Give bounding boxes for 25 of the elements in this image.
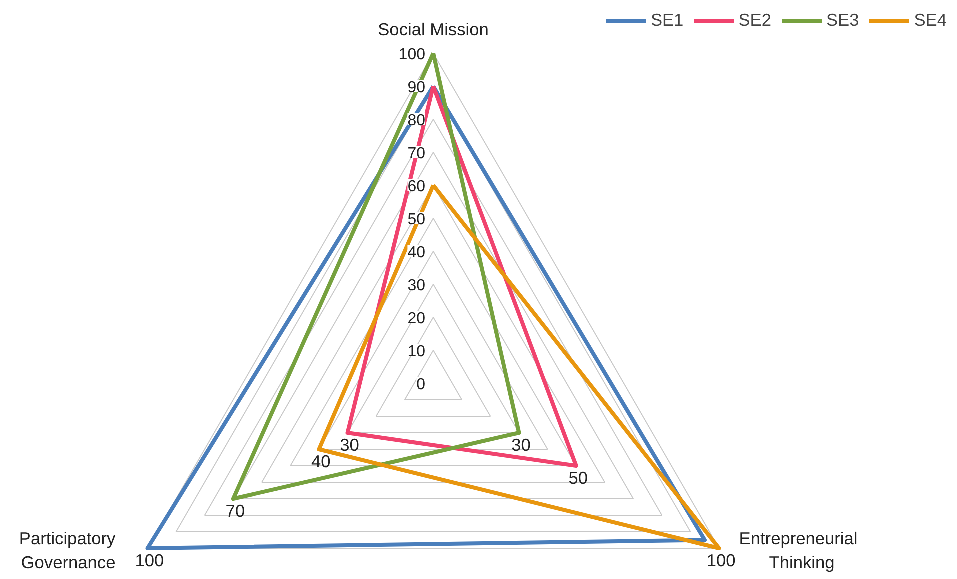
y-tick-label: 90 (408, 80, 426, 96)
legend-label: SE1 (650, 10, 684, 31)
y-tick-label: 60 (408, 178, 426, 196)
legend-label: SE2 (738, 10, 772, 31)
spoke-label: Entrepreneurial Thinking (739, 528, 858, 572)
data-label: 100 (706, 550, 736, 570)
y-tick-label: 80 (408, 112, 426, 130)
data-label: 100 (135, 550, 164, 570)
y-tick-label: 30 (408, 278, 426, 294)
data-label: 40 (312, 452, 331, 472)
data-label: 50 (568, 468, 588, 488)
y-tick-label: 20 (408, 310, 426, 328)
y-tick-label: 10 (408, 344, 426, 360)
data-label: 70 (226, 501, 246, 521)
spoke-label: Social Mission (378, 20, 489, 40)
y-tick-label: 0 (416, 376, 426, 394)
data-label: 30 (340, 435, 360, 455)
legend-label: SE3 (826, 10, 860, 31)
legend-label: SE4 (914, 10, 947, 31)
spoke-label: Participatory Governance (19, 528, 116, 572)
y-tick-label: 70 (408, 146, 426, 162)
y-tick-label: 100 (398, 46, 426, 64)
data-label: 30 (512, 435, 531, 455)
y-tick-label: 40 (408, 244, 426, 262)
y-tick-label: 50 (408, 212, 426, 228)
